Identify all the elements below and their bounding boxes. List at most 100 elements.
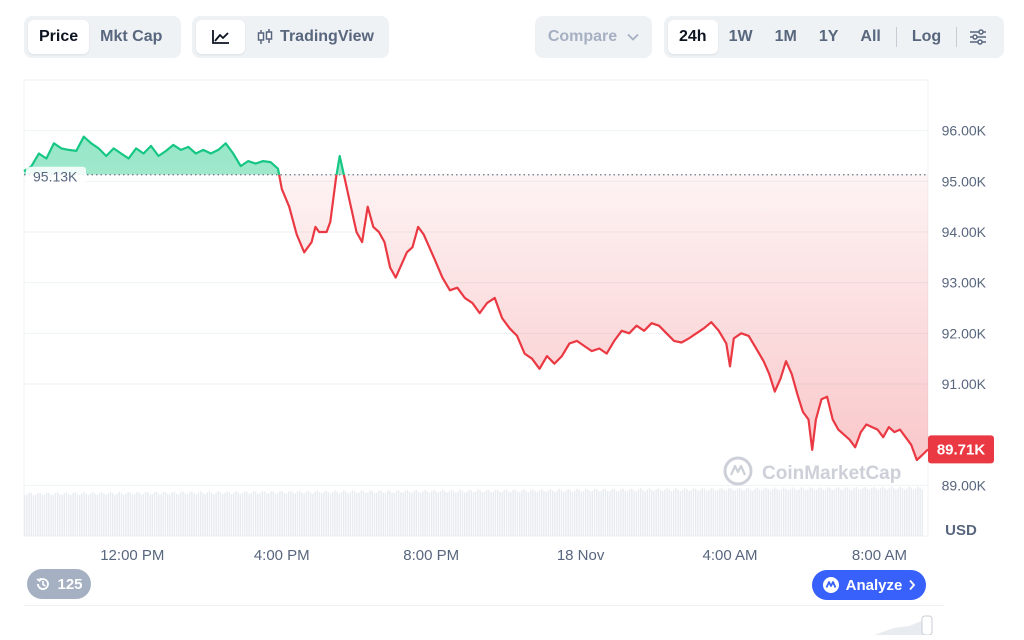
volume-bar	[367, 492, 369, 536]
volume-bar	[43, 494, 46, 536]
volume-bar	[184, 493, 186, 536]
tab-mkt-cap[interactable]: Mkt Cap	[100, 28, 163, 45]
volume-bar	[486, 489, 488, 536]
log-toggle[interactable]: Log	[911, 28, 942, 45]
volume-bar	[598, 491, 600, 536]
volume-bar	[701, 488, 703, 536]
volume-bar	[285, 493, 288, 536]
volume-bar	[109, 491, 112, 536]
volume-bar	[756, 487, 758, 536]
volume-bar	[129, 492, 131, 536]
volume-bar	[125, 493, 127, 536]
y-tick-label: 96.00K	[942, 123, 987, 139]
volume-bar	[393, 492, 395, 536]
candlestick-icon	[257, 29, 273, 44]
below-open-area	[279, 174, 928, 460]
analyze-button[interactable]: Analyze	[812, 570, 926, 600]
volume-bar	[241, 493, 244, 536]
volume-bar	[659, 489, 662, 536]
volume-bar	[833, 489, 835, 536]
line-chart-button[interactable]	[196, 20, 246, 54]
volume-bar	[796, 490, 798, 536]
volume-bar	[202, 493, 204, 536]
volume-bar	[697, 490, 699, 536]
volume-bar	[615, 490, 618, 536]
volume-bar	[721, 488, 723, 536]
volume-bar	[290, 490, 292, 536]
volume-bar	[259, 493, 261, 536]
volume-bar	[631, 488, 633, 536]
view-tabs: Price Mkt Cap	[24, 16, 181, 58]
volume-bar	[48, 492, 50, 536]
volume-bar	[24, 495, 26, 536]
volume-bar	[52, 494, 54, 536]
volume-bar	[204, 494, 206, 536]
volume-bar	[136, 491, 138, 536]
volume-bar	[310, 492, 312, 536]
volume-bar	[169, 494, 171, 536]
volume-bar	[536, 492, 538, 536]
volume-bar	[783, 487, 785, 536]
volume-bar	[736, 488, 739, 536]
volume-bar	[54, 492, 57, 536]
volume-bar	[818, 487, 820, 536]
volume-bar	[347, 493, 349, 536]
volume-bar	[549, 488, 552, 536]
volume-bar	[398, 490, 400, 536]
volume-bar	[272, 491, 274, 536]
volume-bar	[118, 491, 120, 536]
tradingview-button[interactable]: TradingView	[245, 20, 385, 54]
range-all[interactable]: All	[860, 28, 881, 45]
range-1m[interactable]: 1M	[774, 28, 797, 45]
volume-bar	[604, 489, 607, 536]
volume-bar	[345, 491, 347, 536]
volume-bar	[354, 491, 356, 536]
navigator-handle[interactable]	[921, 615, 933, 636]
volume-bar	[670, 491, 673, 536]
volume-bar	[580, 491, 582, 536]
volume-bar	[28, 492, 30, 536]
range-1y[interactable]: 1Y	[818, 28, 839, 45]
volume-bar	[92, 492, 94, 536]
volume-bar	[464, 492, 466, 536]
range-24h[interactable]: 24h	[668, 20, 718, 54]
chevron-down-icon	[627, 33, 639, 41]
volume-bar	[59, 494, 61, 536]
volume-bar	[371, 490, 373, 536]
volume-bar	[906, 488, 908, 536]
volume-bar	[413, 490, 415, 536]
price-chart[interactable]: CoinMarketCap 95.13K 96.00K 95.00K 94.00K 9…	[0, 70, 1024, 570]
volume-bar	[587, 489, 589, 536]
volume-bar	[230, 494, 233, 536]
volume-bar	[292, 492, 294, 536]
settings-button[interactable]	[961, 20, 995, 54]
volume-bar	[846, 487, 849, 536]
volume-bar	[514, 489, 516, 536]
volume-bar	[490, 492, 492, 536]
volume-bar	[281, 491, 283, 536]
volume-bar	[46, 492, 48, 536]
range-navigator[interactable]	[24, 605, 944, 636]
y-tick-label: 93.00K	[942, 275, 987, 291]
volume-bar	[732, 490, 734, 536]
volume-bar	[915, 488, 917, 536]
volume-bar	[917, 486, 919, 536]
history-button[interactable]: 125	[27, 569, 91, 599]
volume-bar	[349, 492, 351, 536]
volume-bar	[145, 491, 147, 536]
volume-bar	[127, 491, 129, 536]
volume-bar	[802, 488, 805, 536]
volume-bar	[461, 490, 464, 536]
range-1w[interactable]: 1W	[728, 28, 753, 45]
volume-bar	[79, 495, 81, 536]
volume-bar	[699, 490, 701, 536]
compare-dropdown[interactable]: Compare	[535, 16, 652, 58]
tab-price[interactable]: Price	[28, 20, 90, 54]
volume-bar	[886, 489, 888, 536]
volume-bar	[862, 487, 864, 536]
volume-bar	[123, 494, 125, 536]
volume-bar	[94, 493, 96, 536]
y-tick-label: 94.00K	[942, 224, 987, 240]
volume-bar	[70, 495, 72, 536]
open-price-label: 95.13K	[26, 166, 86, 187]
